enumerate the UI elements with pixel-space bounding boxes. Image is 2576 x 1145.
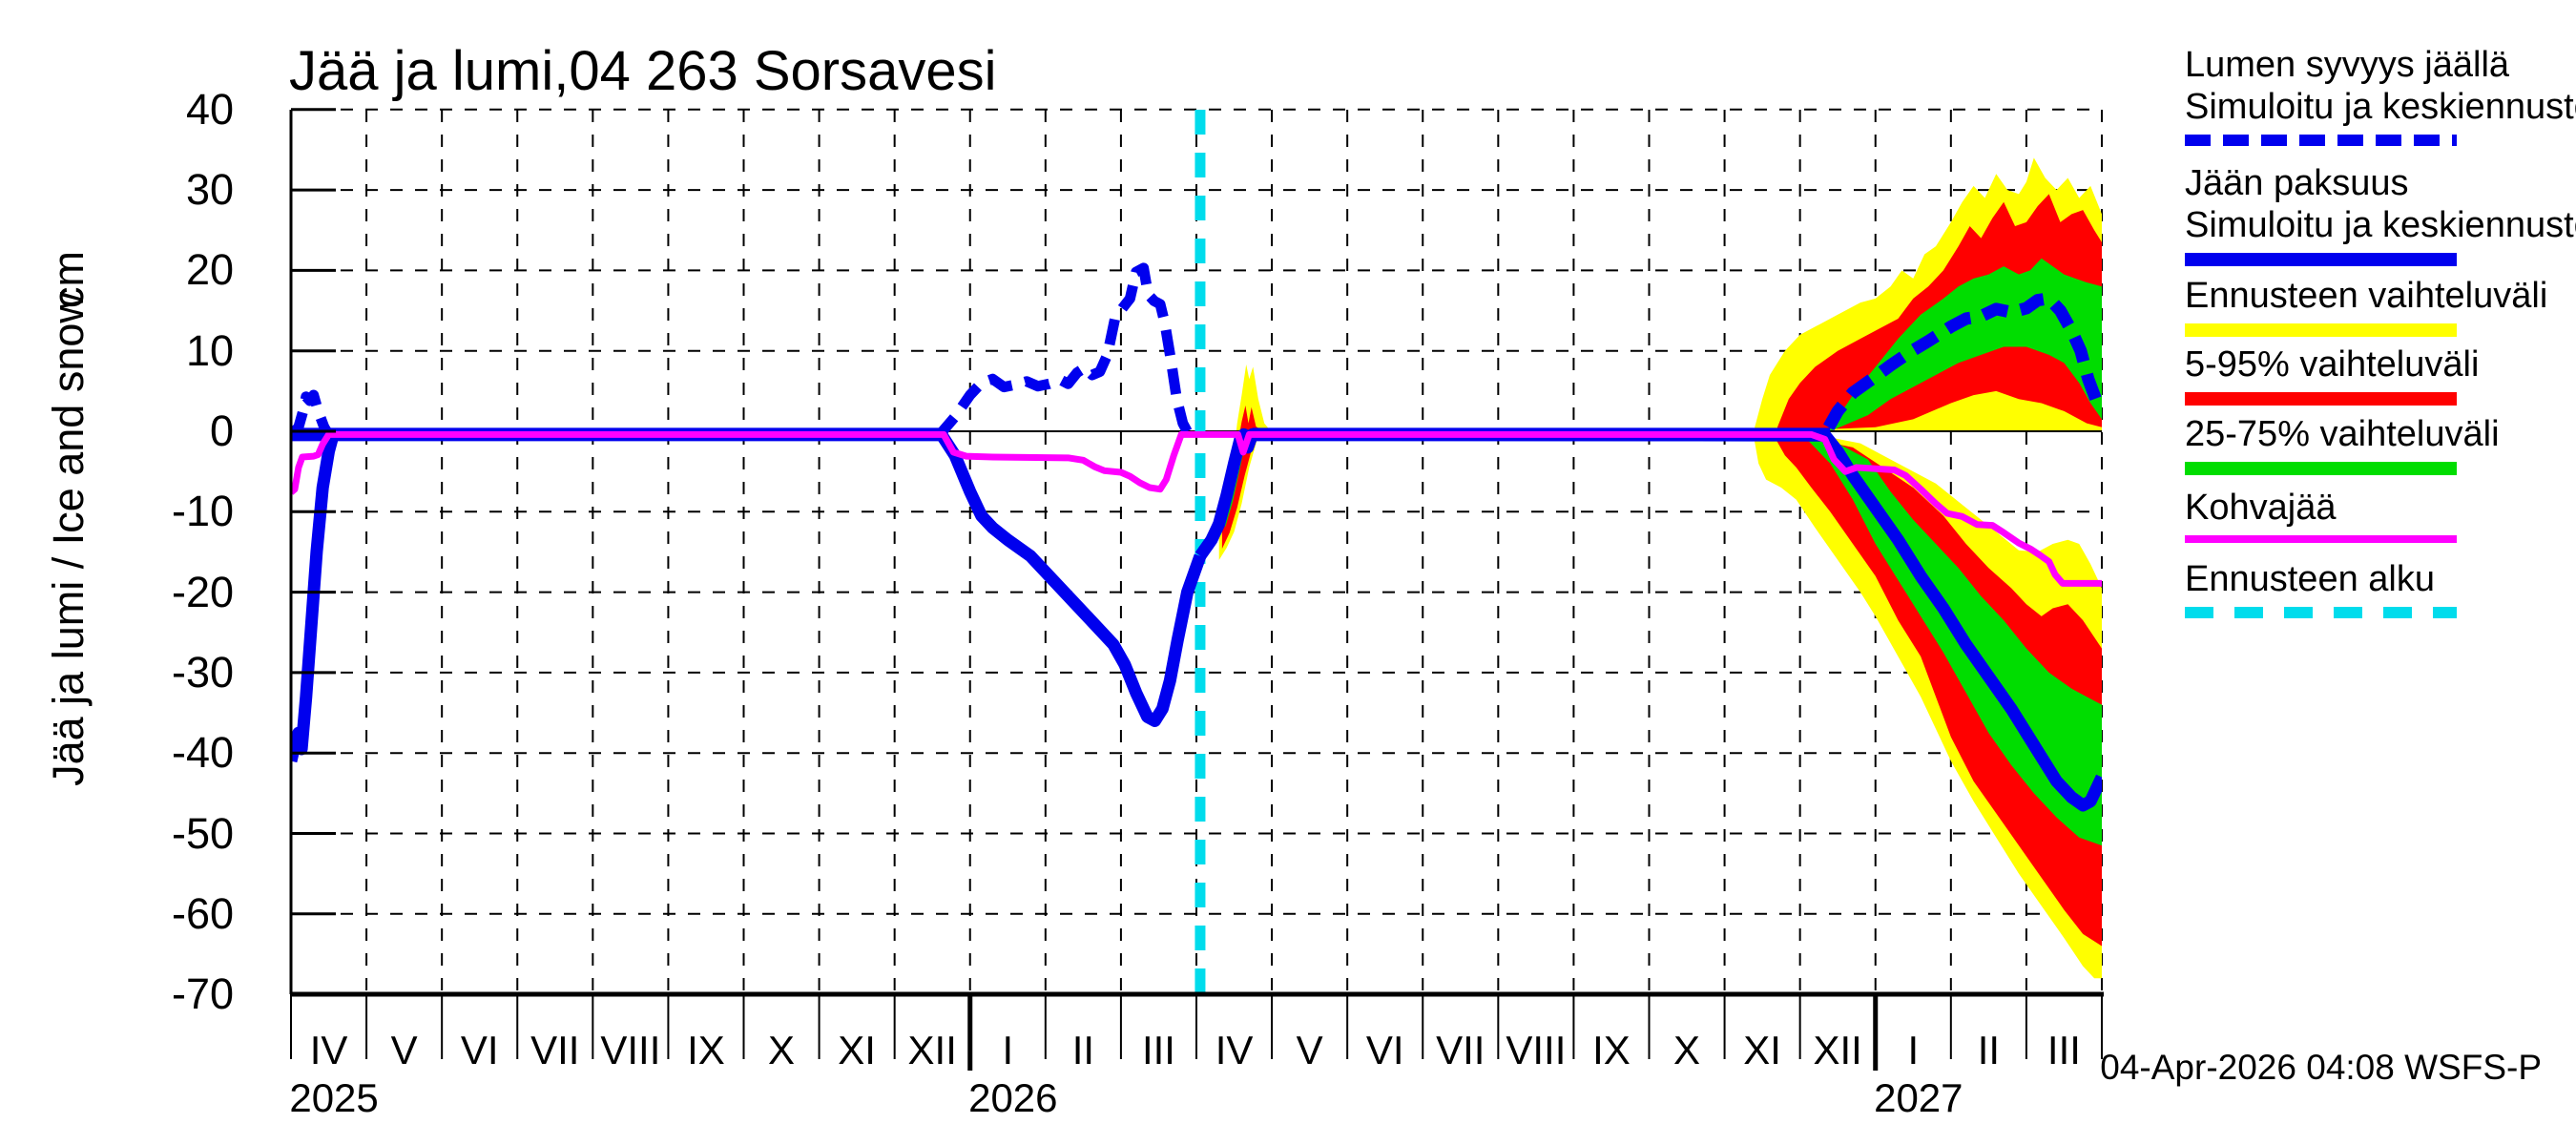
legend-sample-line	[2185, 607, 2457, 618]
series-ice_thickness_forecast_median	[1195, 427, 2102, 812]
y-tick-label: 0	[209, 406, 234, 455]
x-month-label: III	[1141, 1028, 1175, 1072]
x-month-label: VIII	[1506, 1028, 1567, 1072]
legend-item: 5-95% vaihteluväli	[2185, 344, 2571, 406]
legend-label: Ennusteen alku	[2185, 559, 2435, 599]
x-month-label: IV	[1215, 1028, 1254, 1072]
x-month-label: I	[1002, 1028, 1014, 1072]
legend-item: Ennusteen alku	[2185, 558, 2571, 618]
legend-item: Lumen syvyys jäällä Simuloitu ja keskienn…	[2185, 44, 2576, 146]
series-snow_depth_on_ice_forecast_median	[1823, 292, 2102, 430]
x-month-label: VII	[1436, 1028, 1485, 1072]
legend-label: 5-95% vaihteluväli	[2185, 344, 2480, 385]
y-tick-label: 30	[185, 165, 234, 215]
y-axis-unit: cm	[44, 251, 93, 308]
legend-label: 25-75% vaihteluväli	[2185, 414, 2500, 454]
legend-sample-line	[2185, 323, 2457, 337]
x-month-label: VI	[1365, 1028, 1404, 1072]
y-tick-label: -60	[171, 888, 234, 938]
series-kohvajaa	[291, 430, 2102, 587]
x-month-label: I	[1907, 1028, 1920, 1072]
x-month-label: XI	[838, 1028, 876, 1072]
legend-sample-line	[2185, 535, 2457, 543]
y-tick-label: -10	[171, 487, 234, 536]
x-month-label: IX	[687, 1028, 725, 1072]
timestamp: 04-Apr-2026 04:08 WSFS-P	[2100, 1048, 2542, 1087]
x-month-label: XII	[1813, 1028, 1862, 1072]
x-month-label: V	[390, 1028, 418, 1072]
axes	[289, 108, 2104, 1071]
series-lines	[291, 262, 2102, 812]
x-month-label: III	[2046, 1028, 2081, 1072]
x-month-label: IV	[309, 1028, 348, 1072]
band-winter2027_ice_5_95	[1773, 433, 2102, 947]
x-month-label: XII	[907, 1028, 957, 1072]
y-tick-label: -30	[171, 647, 234, 697]
x-month-label: II	[1071, 1028, 1095, 1072]
y-tick-label: 10	[185, 325, 234, 375]
legend-item: Ennusteen vaihteluväli	[2185, 275, 2571, 337]
legend-item: Jään paksuus Simuloitu ja keskiennuste	[2185, 162, 2576, 266]
legend-label: Lumen syvyys jäällä	[2185, 45, 2510, 85]
y-tick-label: -40	[171, 728, 234, 778]
y-axis-label: Jää ja lumi / Ice and snow	[44, 292, 93, 786]
legend-label: Simuloitu ja keskiennuste	[2185, 87, 2576, 127]
x-year-label: 2026	[968, 1075, 1058, 1120]
legend-sample-line	[2185, 392, 2457, 406]
x-month-label: VII	[530, 1028, 580, 1072]
band-apr2026_25_75	[1225, 431, 1252, 529]
legend-item: Kohvajää	[2185, 487, 2571, 543]
legend-sample-line	[2185, 462, 2457, 475]
x-year-label: 2027	[1874, 1075, 1963, 1120]
y-tick-label: 40	[185, 84, 234, 134]
y-tick-label: 20	[185, 245, 234, 295]
y-tick-label: -70	[171, 969, 234, 1019]
y-tick-label: -20	[171, 567, 234, 616]
x-month-label: X	[1673, 1028, 1701, 1072]
y-tick-label: -50	[171, 808, 234, 858]
legend-sample-line	[2185, 253, 2457, 266]
x-month-label: V	[1296, 1028, 1323, 1072]
series-ice_thickness_simulated	[291, 427, 1207, 763]
forecast-bands	[1218, 157, 2102, 979]
band-winter2027_ice_full_range	[1753, 432, 2102, 979]
x-month-label: VI	[460, 1028, 499, 1072]
x-month-label: VIII	[600, 1028, 661, 1072]
chart-title: Jää ja lumi,04 263 Sorsavesi	[289, 40, 997, 102]
x-month-label: II	[1977, 1028, 2001, 1072]
x-year-label: 2025	[289, 1075, 379, 1120]
x-month-label: IX	[1592, 1028, 1631, 1072]
legend-sample-line	[2185, 135, 2457, 146]
legend-label: Ennusteen vaihteluväli	[2185, 276, 2548, 316]
legend-label: Kohvajää	[2185, 488, 2337, 528]
legend-item: 25-75% vaihteluväli	[2185, 413, 2571, 475]
x-month-label: XI	[1743, 1028, 1781, 1072]
legend-label: Simuloitu ja keskiennuste	[2185, 205, 2576, 245]
series-snow_depth_on_ice_simulated	[291, 262, 1196, 440]
legend-label: Jään paksuus	[2185, 163, 2409, 203]
x-month-label: X	[768, 1028, 796, 1072]
